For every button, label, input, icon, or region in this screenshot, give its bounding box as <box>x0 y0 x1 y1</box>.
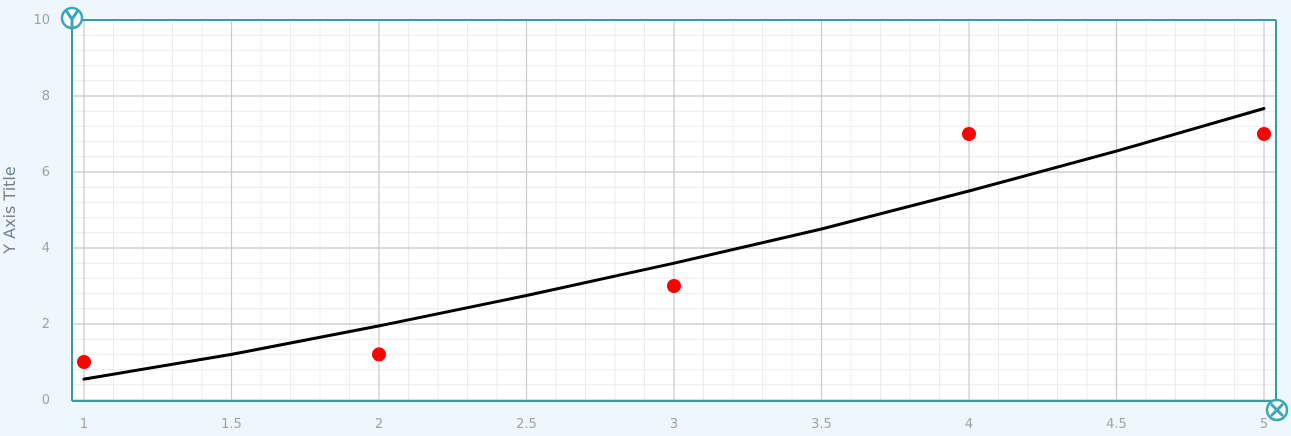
x-tick-label: 4.5 <box>1106 417 1127 432</box>
x-tick-label: 2 <box>375 417 383 432</box>
y-tick-label: 8 <box>42 89 50 104</box>
x-letter-icon[interactable] <box>1265 398 1289 422</box>
data-point <box>77 355 91 369</box>
data-point <box>962 127 976 141</box>
data-point <box>667 279 681 293</box>
y-tick-label: 4 <box>42 241 50 256</box>
x-tick-label: 4 <box>965 417 973 432</box>
x-tick-label: 3.5 <box>811 417 832 432</box>
x-tick-labels: 1 1.5 2 2.5 3 3.5 4 4.5 5 <box>80 417 1268 432</box>
y-icon-glyph <box>65 10 79 28</box>
data-point <box>1257 127 1271 141</box>
x-icon-glyph <box>1270 403 1284 417</box>
x-tick-label: 1 <box>80 417 88 432</box>
y-tick-label: 2 <box>42 317 50 332</box>
y-tick-label: 6 <box>42 165 50 180</box>
x-tick-label: 2.5 <box>516 417 537 432</box>
plot-frame <box>71 19 1277 402</box>
y-axis-title: Y Axis Title <box>0 166 19 254</box>
y-letter-icon[interactable] <box>60 6 84 30</box>
y-tick-label: 10 <box>33 13 50 28</box>
y-tick-labels: 0 2 4 6 8 10 <box>33 13 50 408</box>
data-point <box>372 347 386 362</box>
y-tick-label: 0 <box>42 393 50 408</box>
x-tick-label: 5 <box>1260 417 1268 432</box>
x-tick-label: 1.5 <box>221 417 242 432</box>
series-layer <box>77 107 1271 381</box>
x-tick-label: 3 <box>670 417 678 432</box>
trend-line <box>82 107 1266 381</box>
